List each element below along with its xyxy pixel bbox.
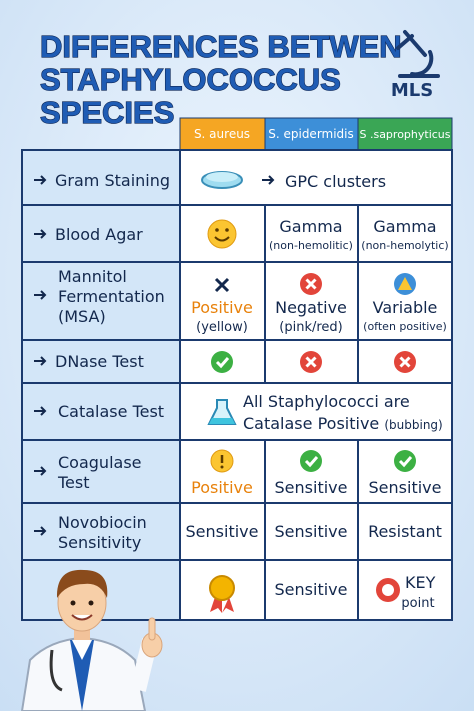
row-label: Coagulase <box>58 453 142 472</box>
row-label: DNase Test <box>55 352 144 371</box>
cell-text: KEY <box>405 573 436 592</box>
row-label: (MSA) <box>58 307 106 326</box>
cell-text: Gamma <box>373 217 436 236</box>
cell-text: Positive <box>191 298 253 317</box>
row-label: Mannitol <box>58 267 127 286</box>
cross-icon <box>298 271 324 297</box>
column-header <box>357 117 453 151</box>
row-label: Catalase Test <box>58 402 164 421</box>
table-grid <box>21 149 453 621</box>
cell-text: Sensitive <box>275 478 348 497</box>
cell-note: point <box>401 596 434 611</box>
cell-text: Negative <box>275 298 347 317</box>
row-label: Sensitivity <box>58 533 141 552</box>
row-label: Gram Staining <box>55 171 170 190</box>
cell-note: (bubbing) <box>384 418 442 432</box>
warning-icon <box>394 273 416 295</box>
cell-note: (pink/red) <box>279 320 342 335</box>
cell-text: Catalase Positive (bubbing) <box>243 414 443 433</box>
row-label: Blood Agar <box>55 225 143 244</box>
title-line: STAPHYLOCOCCUS <box>40 62 341 97</box>
column-header-text: S .saprophyticus <box>359 128 450 141</box>
row-label: Novobiocin <box>58 513 147 532</box>
row-label: Fermentation <box>58 287 165 306</box>
cell-note: (yellow) <box>196 320 248 335</box>
check-icon <box>298 448 324 474</box>
check-icon <box>209 349 235 375</box>
logo: MLS <box>391 80 433 101</box>
smiley-icon <box>207 219 237 249</box>
row-label: Test <box>57 473 90 492</box>
cell-text: Positive <box>191 478 253 497</box>
alert-icon <box>210 449 234 473</box>
flask-icon <box>207 399 237 425</box>
cell-note: (non-hemolytic) <box>361 239 448 252</box>
cell-text: All Staphylococci are <box>243 392 410 411</box>
column-header-text: S. epidermidis <box>268 127 354 141</box>
cell-text: Sensitive <box>369 478 442 497</box>
cell-text: Catalase Positive <box>243 414 379 433</box>
cell-text: Resistant <box>368 522 442 541</box>
cell-text: Sensitive <box>275 580 348 599</box>
column-header <box>264 117 359 151</box>
cell-note: (non-hemolitic) <box>269 239 353 252</box>
cell-text: Sensitive <box>186 522 259 541</box>
cell-text: Variable <box>373 298 438 317</box>
microscope-icon <box>396 30 440 78</box>
cell-text: Gamma <box>279 217 342 236</box>
petri-dish-icon <box>201 171 243 189</box>
column-header-text: S. aureus <box>194 127 250 141</box>
check-icon <box>392 448 418 474</box>
cross-icon <box>214 277 230 293</box>
cell-text: Sensitive <box>275 522 348 541</box>
cross-icon <box>298 349 324 375</box>
target-icon <box>376 578 400 602</box>
cell-text: GPC clusters <box>285 172 386 191</box>
title-line: DIFFERENCES BETWEN <box>40 29 402 64</box>
title-line: SPECIES <box>40 95 174 130</box>
doctor-illustration <box>20 569 163 711</box>
label-column <box>22 150 180 620</box>
cell-note: (often positive) <box>363 320 447 333</box>
cross-icon <box>392 349 418 375</box>
medal-icon <box>209 575 235 613</box>
